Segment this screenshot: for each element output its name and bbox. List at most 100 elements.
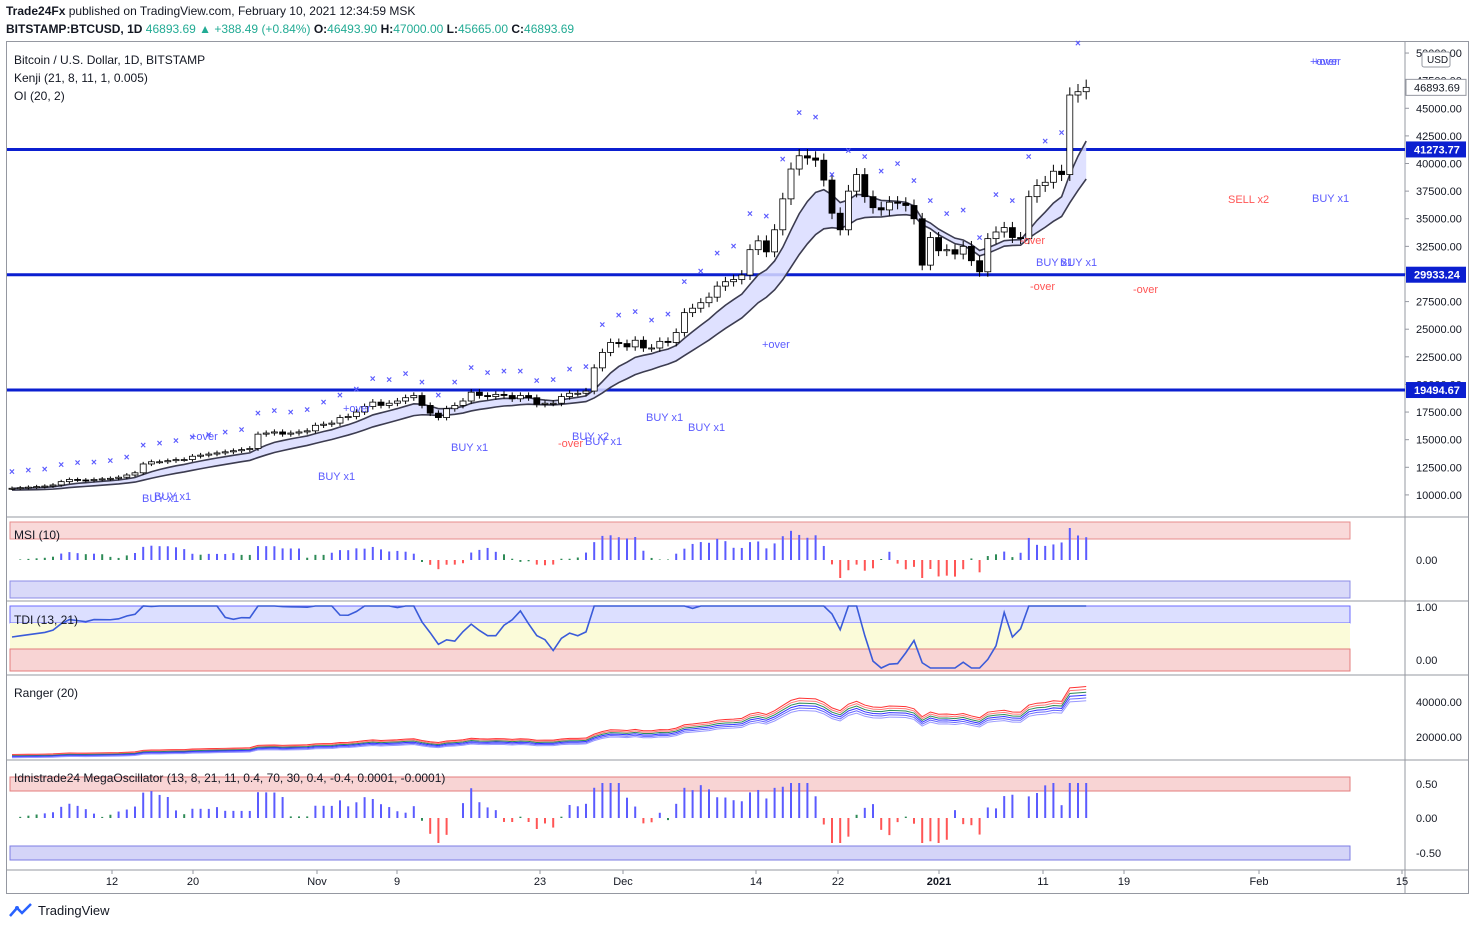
signal-annotation: -over — [1020, 235, 1045, 247]
price-tick-label: 45000.00 — [1416, 103, 1462, 115]
signal-marker: × — [288, 407, 294, 418]
x-tick-label: Dec — [613, 876, 633, 888]
candle-body — [959, 245, 967, 255]
msi-upper-zone — [9, 521, 1351, 540]
candle-body — [246, 448, 254, 451]
candle-body — [1082, 86, 1090, 93]
x-tick-label: Feb — [1250, 876, 1269, 888]
candle-body — [804, 155, 811, 159]
signal-marker: × — [157, 438, 163, 449]
ranger-line — [11, 688, 1087, 756]
signal-marker: × — [206, 430, 212, 441]
ranger-line — [11, 700, 1087, 759]
signal-marker: × — [452, 377, 458, 388]
candle-body — [164, 460, 172, 463]
signal-marker: × — [829, 170, 835, 181]
candle-body — [434, 412, 442, 418]
signal-marker: × — [140, 441, 146, 452]
x-tick-label: 19 — [1118, 876, 1130, 888]
candle-body — [1000, 227, 1008, 233]
candle-body — [1066, 94, 1074, 175]
h-label: H: — [380, 22, 394, 36]
price-tick-label: 42500.00 — [1416, 131, 1462, 143]
candle-body — [467, 391, 475, 402]
candle-body — [746, 249, 754, 276]
candle-body — [722, 281, 729, 287]
level-tag — [1406, 382, 1466, 399]
signal-annotation: BUY x1 — [1060, 257, 1097, 269]
price-tick-label: 10000.00 — [1416, 490, 1462, 502]
tdi-middle-zone — [10, 623, 1350, 649]
candle-body — [156, 461, 164, 464]
signal-marker: × — [1042, 136, 1048, 147]
publish-line: Trade24Fx published on TradingView.com, … — [6, 4, 415, 18]
candle-body — [664, 340, 672, 343]
candle-body — [303, 430, 311, 433]
tradingview-cloud-icon — [9, 903, 32, 917]
candle-body — [188, 455, 196, 460]
main-legend-title[interactable]: Bitcoin / U.S. Dollar, 1D, BITSTAMP — [14, 53, 206, 67]
candle-body — [344, 416, 352, 418]
signal-marker: × — [173, 436, 179, 447]
candle-body — [943, 249, 951, 252]
signal-annotation: BUY x2 — [572, 431, 609, 443]
tdi-line — [11, 605, 1087, 669]
candle-body — [385, 402, 393, 406]
candle-body — [41, 485, 49, 488]
price-tick-label: 35000.00 — [1416, 214, 1462, 226]
tradingview-logo[interactable]: TradingView — [8, 902, 110, 918]
candle-body — [213, 452, 221, 455]
signal-marker: × — [75, 458, 81, 469]
candle-body — [1058, 170, 1065, 175]
signal-marker: × — [419, 377, 425, 388]
candle-body — [369, 401, 377, 407]
signal-annotation: BUY x1 — [451, 442, 488, 454]
oi-legend[interactable]: OI (20, 2) — [14, 89, 65, 103]
publisher-name[interactable]: Trade24Fx — [6, 4, 66, 18]
candle-body — [180, 459, 188, 461]
candle-body — [607, 342, 614, 353]
l-label: L: — [446, 22, 458, 36]
candle-body — [1074, 91, 1082, 96]
price-tick-label: 40000.00 — [1416, 159, 1462, 171]
price-tick-label: 15000.00 — [1416, 435, 1462, 447]
candle-body — [894, 201, 901, 204]
candle-body — [66, 479, 73, 483]
mega-legend[interactable]: Idnistrade24 MegaOscillator (13, 8, 21, … — [14, 771, 446, 785]
kenji-legend[interactable]: Kenji (21, 8, 11, 1, 0.005) — [14, 71, 148, 85]
signal-marker: × — [780, 154, 786, 165]
chart-frame[interactable] — [6, 41, 1469, 894]
signal-annotation: BUY x1 — [585, 436, 622, 448]
candle-body — [992, 231, 1000, 240]
last-price-label: 46893.69 — [1414, 82, 1460, 94]
candle-body — [451, 405, 459, 410]
candle-body — [525, 395, 532, 399]
signal-marker: × — [960, 206, 966, 217]
tdi-legend[interactable]: TDI (13, 21) — [14, 613, 79, 627]
candle-body — [984, 238, 992, 273]
candle-body — [705, 296, 713, 304]
candle-body — [57, 481, 65, 486]
msi-legend[interactable]: MSI (10) — [14, 528, 61, 542]
signal-marker: × — [878, 166, 884, 177]
signal-marker: × — [9, 467, 15, 478]
candle-body — [820, 159, 828, 181]
footer-brand: TradingView — [38, 902, 110, 918]
mega-lower-zone — [9, 845, 1351, 861]
currency-label: USD — [1427, 55, 1448, 66]
candle-body — [33, 486, 40, 489]
candle-body — [16, 487, 24, 490]
candle-body — [648, 347, 655, 350]
candle-body — [861, 174, 869, 198]
ranger-legend[interactable]: Ranger (20) — [14, 686, 79, 700]
x-tick-label: 9 — [394, 876, 400, 888]
published-text: published on TradingView.com, February 1… — [68, 4, 416, 18]
candle-body — [681, 312, 688, 333]
candle-body — [697, 302, 705, 309]
level-tag-label: 19494.67 — [1414, 385, 1460, 397]
signal-marker: × — [862, 152, 868, 163]
candle-body — [689, 307, 696, 314]
candle-body — [1017, 237, 1024, 240]
candle-body — [287, 432, 295, 435]
